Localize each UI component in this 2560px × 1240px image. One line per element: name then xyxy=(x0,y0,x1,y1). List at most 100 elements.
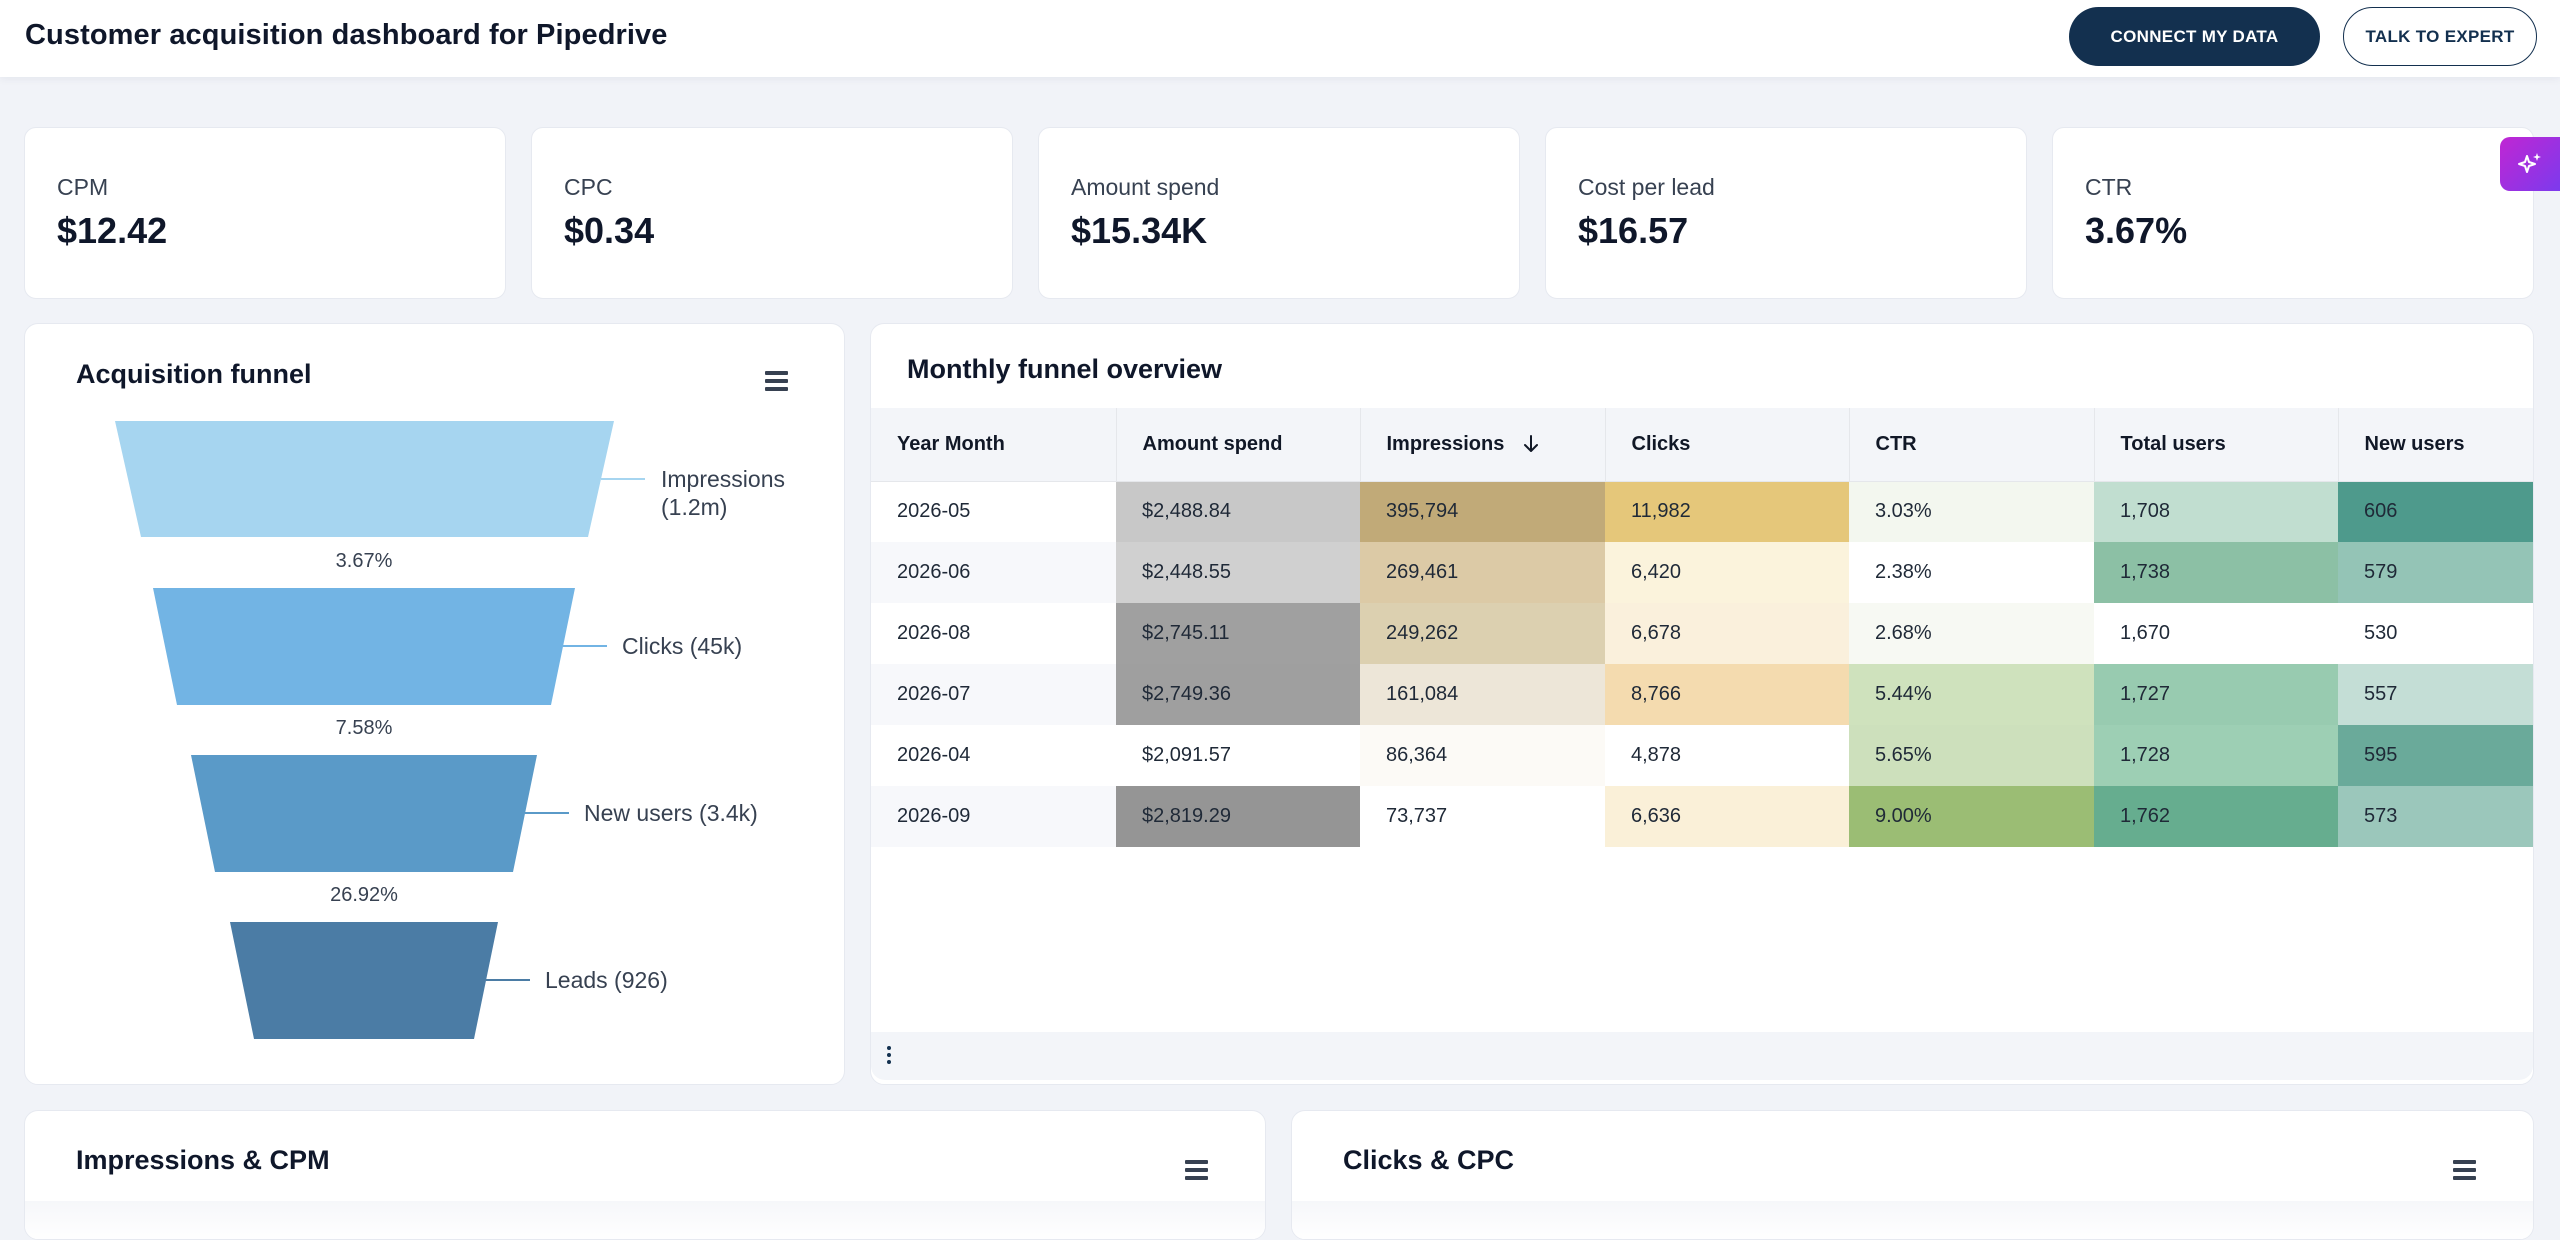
table-cell: 6,678 xyxy=(1605,603,1849,664)
column-header-new-users[interactable]: New users xyxy=(2338,408,2533,482)
table-cell: $2,819.29 xyxy=(1116,786,1360,847)
table-cell: 2026-08 xyxy=(897,622,971,644)
table-cell: 3.03% xyxy=(1849,481,2094,542)
funnel-stage-clicks xyxy=(153,588,575,705)
sort-descending-icon[interactable] xyxy=(1522,434,1540,454)
table-cell: 573 xyxy=(2338,786,2533,847)
table-row[interactable]: 2026-09 $2,819.29 73,737 6,636 9.00% 1,762 573 xyxy=(871,786,2533,847)
kpi-label: Amount spend xyxy=(1071,174,1220,200)
chart-area xyxy=(1292,1201,2533,1239)
table-cell: 9.00% xyxy=(1849,786,2094,847)
funnel-label-impressions: Impressions (1.2m) xyxy=(661,465,785,521)
funnel-conversion-rate: 3.67% xyxy=(335,550,393,572)
monthly-funnel-overview-card: Monthly funnel overview Year Month Amoun… xyxy=(870,323,2534,1085)
table-cell: 606 xyxy=(2338,481,2533,542)
table-cell: 2026-04 xyxy=(897,744,971,766)
table-cell: 557 xyxy=(2338,664,2533,725)
table-cell: 11,982 xyxy=(1605,481,1849,542)
sparkle-icon xyxy=(2518,153,2541,173)
funnel-label-line: (1.2m) xyxy=(661,494,728,520)
table-cell: 5.65% xyxy=(1849,725,2094,786)
kpi-card-cpm: CPM $12.42 xyxy=(24,127,506,299)
table-cell: 530 xyxy=(2338,603,2533,664)
chart-menu-icon[interactable] xyxy=(1183,1160,1211,1184)
table-cell: 249,262 xyxy=(1360,603,1605,664)
table-cell: 2026-06 xyxy=(871,542,1116,603)
table-cell: 1,670 xyxy=(2094,603,2338,664)
kpi-value: $12.42 xyxy=(57,210,168,251)
table-row[interactable]: 2026-06 $2,448.55 269,461 6,420 2.38% 1,738 57… xyxy=(871,542,2533,603)
table-row[interactable]: 2026-08 $2,745.11 249,262 6,678 2.68% 1,670 53… xyxy=(871,603,2533,664)
column-header-amount-spend[interactable]: Amount spend xyxy=(1116,408,1361,482)
kpi-card-amount-spend: Amount spend $15.34K xyxy=(1038,127,1520,299)
table-cell: 2026-09 xyxy=(871,786,1116,847)
card-title: Monthly funnel overview xyxy=(907,354,1223,384)
table-cell: 269,461 xyxy=(1360,542,1605,603)
funnel-stage-new-users xyxy=(191,755,537,872)
kpi-label: CPM xyxy=(57,174,109,200)
column-header-total-users[interactable]: Total users xyxy=(2094,408,2339,482)
table-cell: 2.38% xyxy=(1849,542,2094,603)
table-cell: 2.68% xyxy=(1849,603,2094,664)
table-footer xyxy=(871,1032,2533,1080)
funnel-label-clicks: Clicks (45k) xyxy=(622,633,743,659)
kpi-value: $15.34K xyxy=(1071,210,1208,251)
kpi-label: Cost per lead xyxy=(1578,174,1715,200)
table-cell: 595 xyxy=(2338,725,2533,786)
card-title: Impressions & CPM xyxy=(76,1145,330,1175)
kpi-label: CPC xyxy=(564,174,613,200)
table-cell: $2,091.57 xyxy=(1116,725,1360,786)
table-cell: 2026-05 xyxy=(897,500,971,523)
table-cell: 5.44% xyxy=(1849,664,2094,725)
kpi-card-ctr: CTR 3.67% xyxy=(2052,127,2534,299)
page-title: Customer acquisition dashboard for Piped… xyxy=(25,19,668,51)
chart-menu-icon[interactable] xyxy=(763,371,791,395)
table-row[interactable]: 2026-07 $2,749.36 161,084 8,766 5.44% 1,727 55… xyxy=(871,664,2533,725)
table-cell: 8,766 xyxy=(1605,664,1849,725)
table-cell: 2026-07 xyxy=(871,664,1116,725)
funnel-conversion-rate: 7.58% xyxy=(335,717,393,739)
table-row[interactable]: 2026-04 $2,091.57 86,364 4,878 5.65% 1,728 595 xyxy=(871,725,2533,786)
kpi-card-cost-per-lead: Cost per lead $16.57 xyxy=(1545,127,2027,299)
table-cell: 73,737 xyxy=(1360,786,1605,847)
table-cell: $2,745.11 xyxy=(1116,603,1360,664)
kpi-value: $0.34 xyxy=(564,210,655,251)
table-cell: 1,727 xyxy=(2094,664,2338,725)
table-cell: 6,420 xyxy=(1605,542,1849,603)
table-cell: 4,878 xyxy=(1605,725,1849,786)
connect-my-data-button[interactable]: CONNECT MY DATA xyxy=(2069,7,2320,66)
table-cell: 1,762 xyxy=(2094,786,2338,847)
column-header-clicks[interactable]: Clicks xyxy=(1605,408,1850,482)
column-header-impressions[interactable]: Impressions xyxy=(1360,408,1606,482)
funnel-label-new-users: New users (3.4k) xyxy=(584,800,758,826)
impressions-cpm-card: Impressions & CPM xyxy=(24,1110,1266,1240)
kpi-value: 3.67% xyxy=(2085,210,2188,251)
more-options-icon[interactable] xyxy=(887,1046,891,1067)
ai-assistant-button[interactable] xyxy=(2500,137,2560,191)
table-cell: 1,738 xyxy=(2094,542,2338,603)
column-header-year-month[interactable]: Year Month xyxy=(871,408,1117,482)
table-cell: 579 xyxy=(2338,542,2533,603)
table-cell: $2,448.55 xyxy=(1116,542,1360,603)
table-header-row: Year Month Amount spend Impressions Clic… xyxy=(871,408,2533,482)
kpi-card-cpc: CPC $0.34 xyxy=(531,127,1013,299)
talk-to-expert-button[interactable]: TALK TO EXPERT xyxy=(2343,7,2537,66)
funnel-stage-leads xyxy=(230,922,498,1039)
chart-area xyxy=(25,1201,1265,1239)
column-header-ctr[interactable]: CTR xyxy=(1849,408,2095,482)
table-cell: 86,364 xyxy=(1360,725,1605,786)
table-cell: $2,749.36 xyxy=(1116,664,1360,725)
table-cell: 395,794 xyxy=(1360,481,1605,542)
table-row[interactable]: 2026-05 $2,488.84 395,794 11,982 3.03% 1,708 6… xyxy=(871,481,2533,542)
clicks-cpc-card: Clicks & CPC xyxy=(1291,1110,2534,1240)
card-title: Acquisition funnel xyxy=(76,359,312,389)
kpi-value: $16.57 xyxy=(1578,210,1689,251)
funnel-stage-impressions xyxy=(115,421,614,537)
funnel-label-line: Impressions xyxy=(661,466,785,492)
top-bar: Customer acquisition dashboard for Piped… xyxy=(0,0,2560,77)
table-cell: 6,636 xyxy=(1605,786,1849,847)
chart-menu-icon[interactable] xyxy=(2451,1160,2479,1184)
table-cell: 1,708 xyxy=(2094,481,2338,542)
acquisition-funnel-card: Acquisition funnel Impressions (1.2m) Cl… xyxy=(24,323,845,1085)
table-cell: $2,488.84 xyxy=(1116,481,1360,542)
